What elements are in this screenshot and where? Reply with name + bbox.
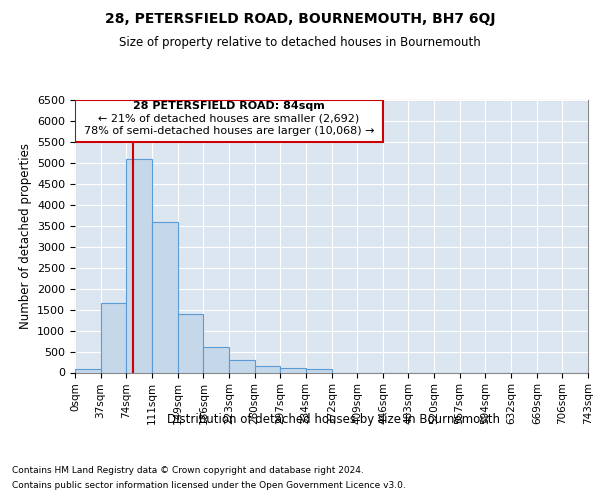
Bar [280,368,305,372]
Bar [101,304,126,372]
Bar [203,348,229,372]
Bar [229,360,254,372]
Bar [75,370,101,372]
Text: Contains public sector information licensed under the Open Government Licence v3: Contains public sector information licen… [12,481,406,490]
Bar [254,366,280,372]
Bar [152,222,178,372]
Bar [305,370,332,372]
Bar [126,158,152,372]
Y-axis label: Number of detached properties: Number of detached properties [19,143,32,329]
Text: Distribution of detached houses by size in Bournemouth: Distribution of detached houses by size … [167,412,500,426]
Bar [178,314,203,372]
Text: 28, PETERSFIELD ROAD, BOURNEMOUTH, BH7 6QJ: 28, PETERSFIELD ROAD, BOURNEMOUTH, BH7 6… [105,12,495,26]
Text: 28 PETERSFIELD ROAD: 84sqm: 28 PETERSFIELD ROAD: 84sqm [133,102,325,112]
Bar [75,100,383,142]
Text: Contains HM Land Registry data © Crown copyright and database right 2024.: Contains HM Land Registry data © Crown c… [12,466,364,475]
Text: ← 21% of detached houses are smaller (2,692): ← 21% of detached houses are smaller (2,… [98,114,359,124]
Text: Size of property relative to detached houses in Bournemouth: Size of property relative to detached ho… [119,36,481,49]
Text: 78% of semi-detached houses are larger (10,068) →: 78% of semi-detached houses are larger (… [84,126,374,136]
